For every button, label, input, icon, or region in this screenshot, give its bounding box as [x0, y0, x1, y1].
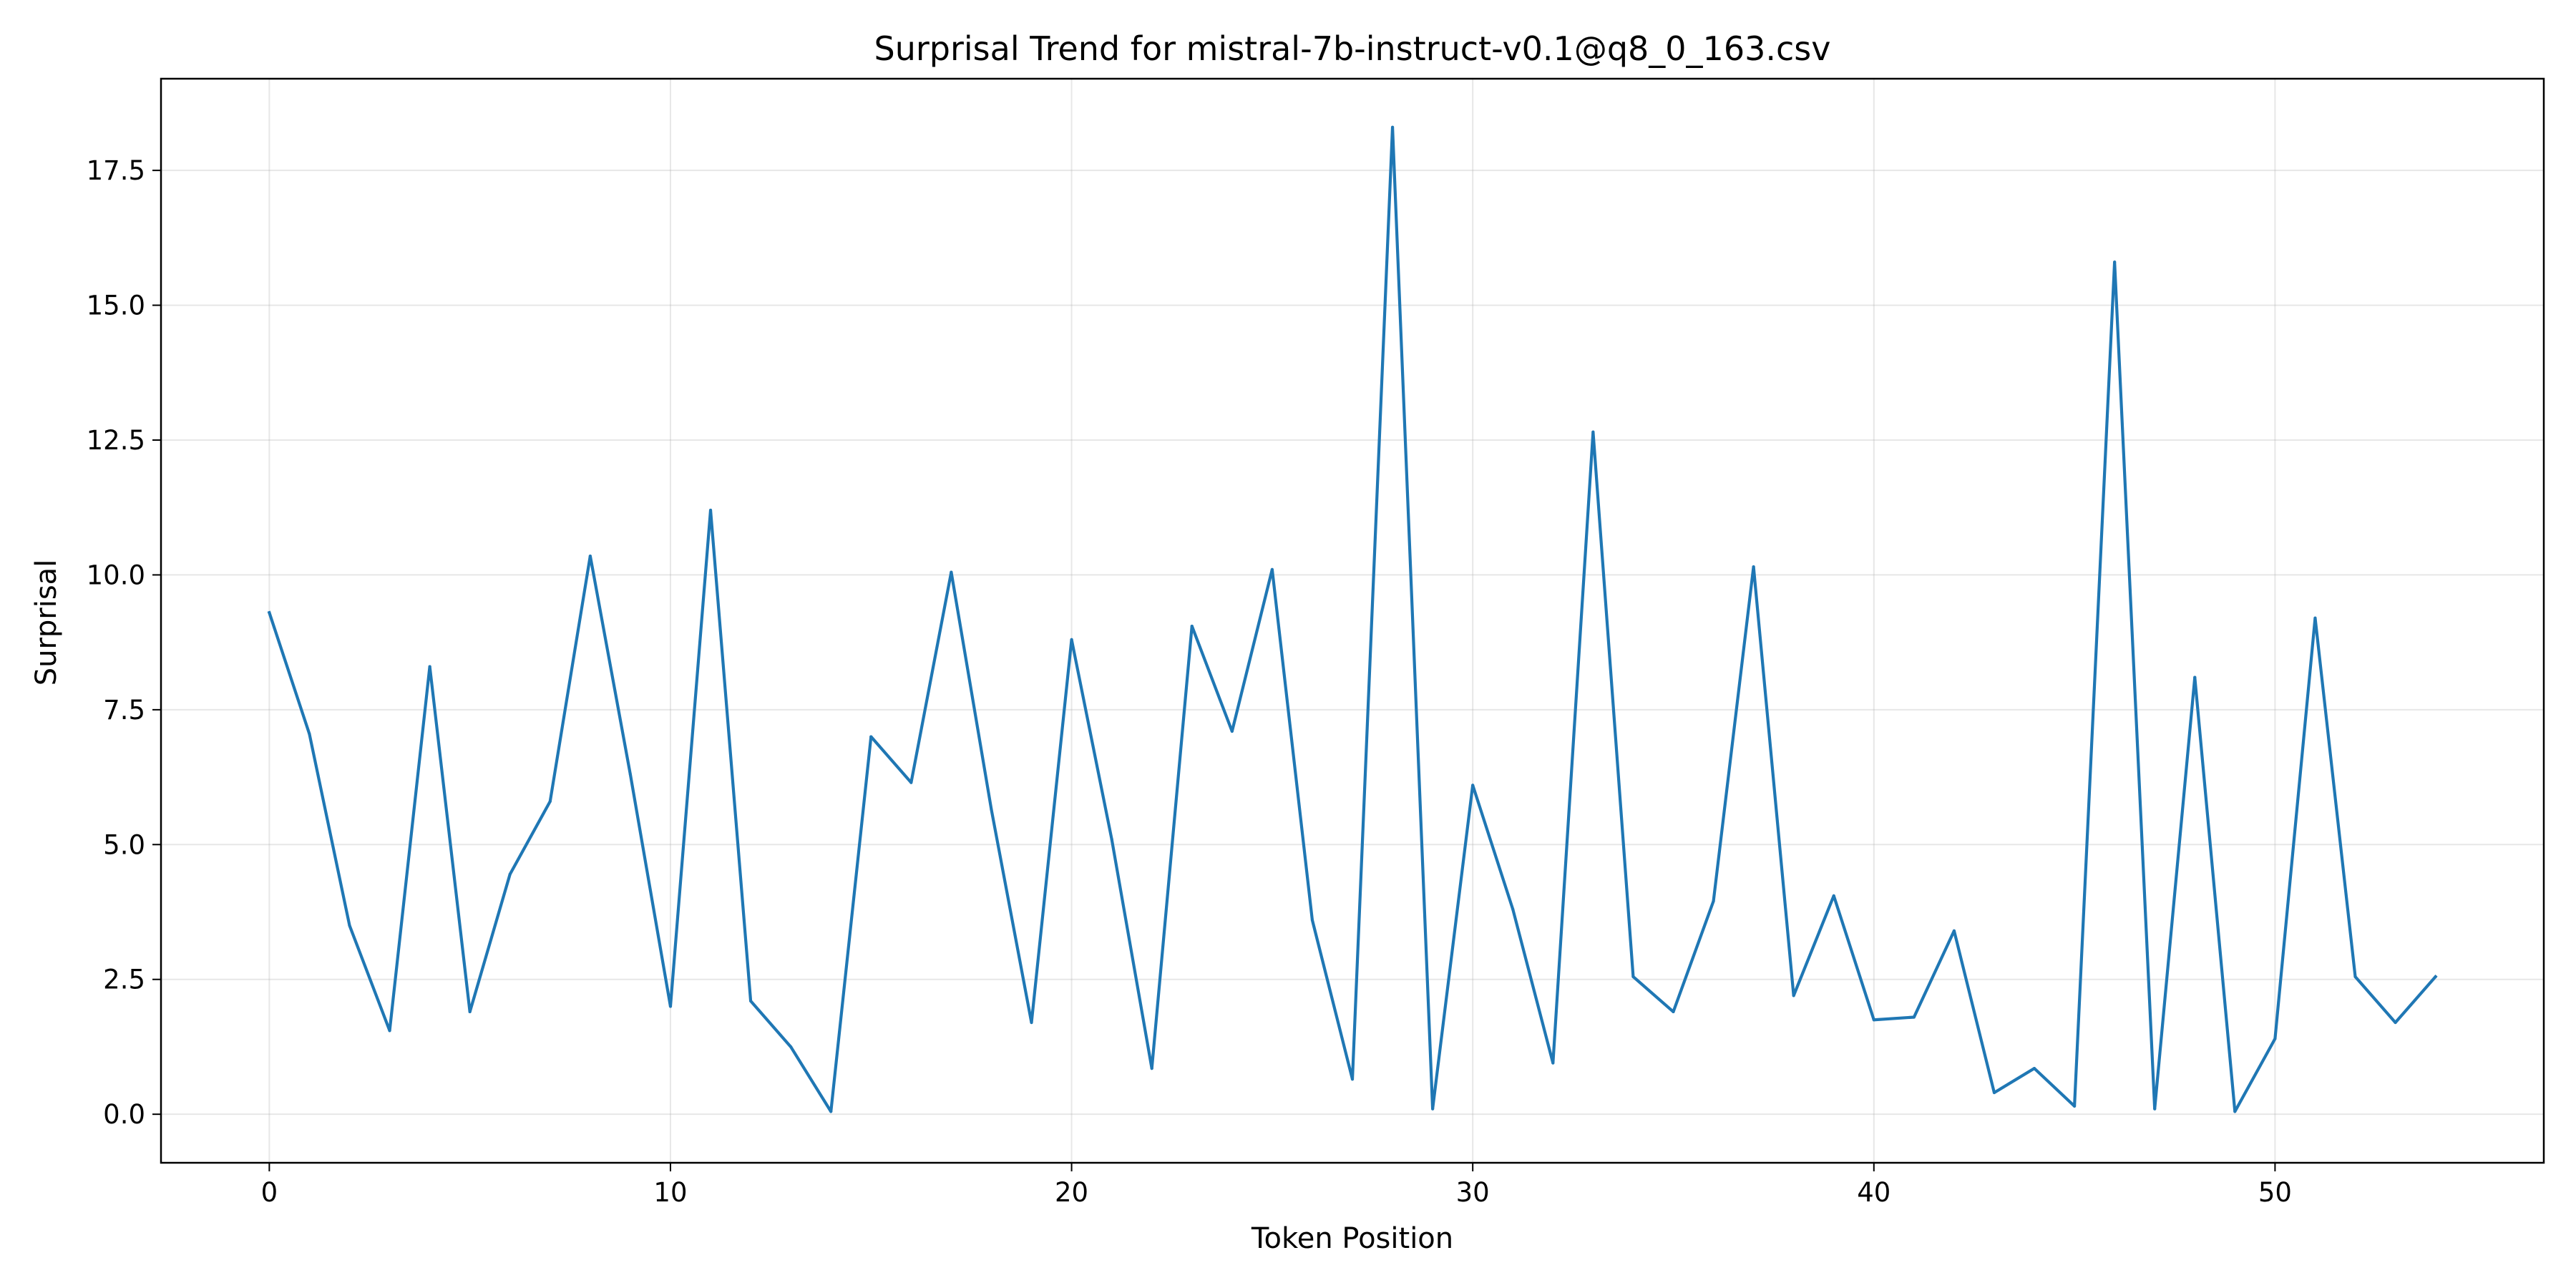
data-point — [1551, 1061, 1555, 1065]
y-tick-label: 17.5 — [87, 155, 145, 186]
data-point — [548, 799, 552, 804]
data-point — [1631, 975, 1635, 979]
data-point — [990, 808, 993, 811]
y-tick-label: 2.5 — [103, 965, 145, 995]
data-point — [2434, 975, 2437, 979]
data-point — [909, 781, 913, 784]
plot-frame — [160, 77, 2545, 1164]
x-tick-label: 10 — [653, 1177, 687, 1208]
x-tick-label: 30 — [1456, 1177, 1490, 1208]
data-point — [2193, 675, 2197, 679]
data-point — [1912, 1015, 1916, 1019]
data-point — [1672, 1010, 1675, 1014]
data-point — [1030, 1020, 1033, 1025]
data-point — [1230, 729, 1234, 733]
data-point — [1952, 929, 1956, 932]
data-point — [508, 872, 512, 876]
series-layer — [267, 125, 2438, 1113]
data-point — [2273, 1037, 2277, 1040]
x-axis-label: Token Position — [1251, 1222, 1453, 1255]
data-point — [1712, 899, 1715, 903]
data-point — [1511, 907, 1515, 911]
data-point — [1832, 894, 1835, 897]
data-point — [1591, 430, 1595, 434]
ticks: 0 10 20 30 40 50 0.0 2.5 5.0 7.5 10.0 12.5 15.0 17.5 — [87, 155, 2292, 1208]
data-point — [2032, 1067, 2036, 1070]
y-tick-label: 12.5 — [87, 425, 145, 456]
data-point — [869, 735, 873, 738]
chart-title: Surprisal Trend for mistral-7b-instruct-… — [874, 29, 1831, 68]
data-point — [2153, 1107, 2157, 1111]
data-point — [1431, 1107, 1435, 1111]
data-point — [2233, 1110, 2237, 1113]
data-point — [2313, 616, 2317, 620]
data-point — [1390, 125, 1395, 129]
data-point — [1310, 918, 1314, 922]
data-point — [708, 508, 713, 512]
y-tick-label: 7.5 — [103, 695, 145, 726]
x-tick-label: 40 — [1857, 1177, 1890, 1208]
data-point — [1270, 567, 1274, 572]
data-point — [1190, 624, 1194, 628]
data-point — [1752, 565, 1755, 569]
data-point — [789, 1045, 793, 1049]
data-point — [950, 570, 953, 574]
data-point — [1792, 994, 1795, 997]
data-point — [428, 665, 431, 668]
data-point — [588, 554, 592, 558]
x-tick-label: 20 — [1055, 1177, 1088, 1208]
data-point — [468, 1010, 472, 1014]
y-tick-label: 0.0 — [103, 1099, 145, 1130]
data-point — [2113, 260, 2117, 264]
data-point — [1350, 1078, 1355, 1081]
data-point — [2394, 1020, 2397, 1025]
data-point — [268, 611, 271, 615]
y-tick-label: 5.0 — [103, 829, 145, 860]
data-point — [1872, 1018, 1875, 1022]
data-point — [668, 1005, 673, 1008]
data-point — [2353, 975, 2357, 979]
data-point — [748, 999, 753, 1002]
data-point — [348, 924, 351, 927]
x-tick-label: 50 — [2258, 1177, 2292, 1208]
y-tick-label: 10.0 — [87, 560, 145, 590]
y-tick-label: 15.0 — [87, 291, 145, 321]
data-point — [388, 1029, 391, 1033]
data-point — [1110, 837, 1113, 841]
data-point — [1992, 1091, 1996, 1095]
data-point — [2072, 1104, 2077, 1108]
data-point — [628, 773, 633, 776]
grid — [161, 79, 2544, 1163]
data-point — [1471, 784, 1475, 787]
y-axis-label: Surprisal — [30, 560, 63, 686]
x-tick-label: 0 — [261, 1177, 278, 1208]
data-point — [308, 732, 311, 736]
data-point — [829, 1110, 833, 1113]
data-point — [1070, 638, 1073, 641]
data-point — [1150, 1067, 1153, 1070]
